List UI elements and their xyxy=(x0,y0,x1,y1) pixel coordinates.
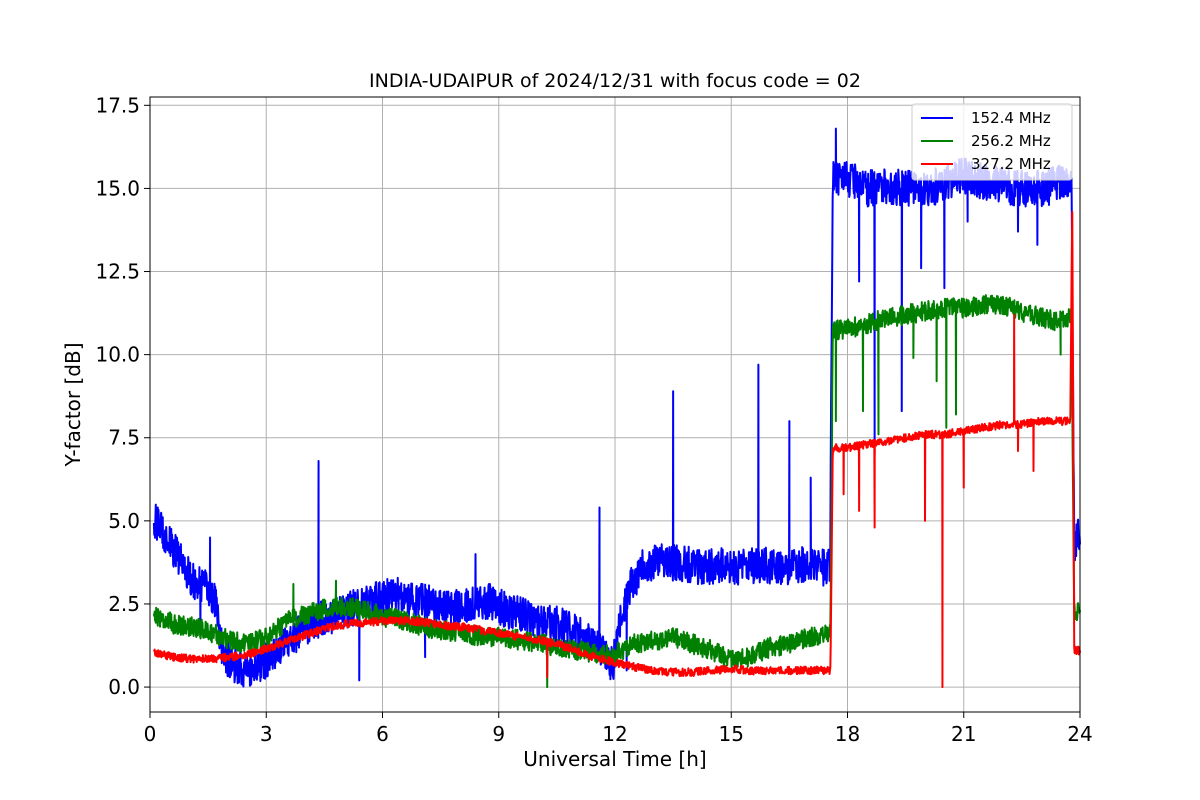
x-tick-label: 15 xyxy=(719,722,744,746)
x-tick-label: 12 xyxy=(602,722,627,746)
x-axis-label: Universal Time [h] xyxy=(523,747,706,771)
y-tick-label: 17.5 xyxy=(95,93,140,117)
legend-label-327-mhz: 327.2 MHz xyxy=(971,155,1051,173)
series-line-256-2-mhz xyxy=(152,294,1081,689)
legend-label-152-mhz: 152.4 MHz xyxy=(971,109,1051,127)
y-axis-label: Y-factor [dB] xyxy=(61,342,85,467)
y-tick-label: 5.0 xyxy=(108,509,140,533)
x-tick-label: 9 xyxy=(492,722,505,746)
legend: 152.4 MHz 256.2 MHz 327.2 MHz xyxy=(911,103,1073,181)
chart-title: INDIA-UDAIPUR of 2024/12/31 with focus c… xyxy=(369,70,861,92)
x-tick-label: 18 xyxy=(835,722,860,746)
x-tick-label: 21 xyxy=(951,722,976,746)
x-tick-label: 24 xyxy=(1067,722,1092,746)
y-tick-label: 10.0 xyxy=(95,343,140,367)
axis-ticks: 0 3 6 9 12 15 18 21 24 0.0 2.5 5.0 7.5 10.0 12.5 15.0 17… xyxy=(95,93,1092,746)
x-tick-label: 6 xyxy=(376,722,389,746)
legend-label-256-mhz: 256.2 MHz xyxy=(971,132,1051,150)
y-tick-label: 0.0 xyxy=(108,675,140,699)
y-tick-label: 12.5 xyxy=(95,260,140,284)
series-layer xyxy=(152,127,1081,689)
series-line-327-2-mhz xyxy=(152,211,1081,689)
legend-box xyxy=(911,103,1073,181)
y-tick-label: 7.5 xyxy=(108,426,140,450)
y-tick-label: 15.0 xyxy=(95,176,140,200)
x-tick-label: 0 xyxy=(144,722,157,746)
x-tick-label: 3 xyxy=(260,722,273,746)
y-tick-label: 2.5 xyxy=(108,592,140,616)
